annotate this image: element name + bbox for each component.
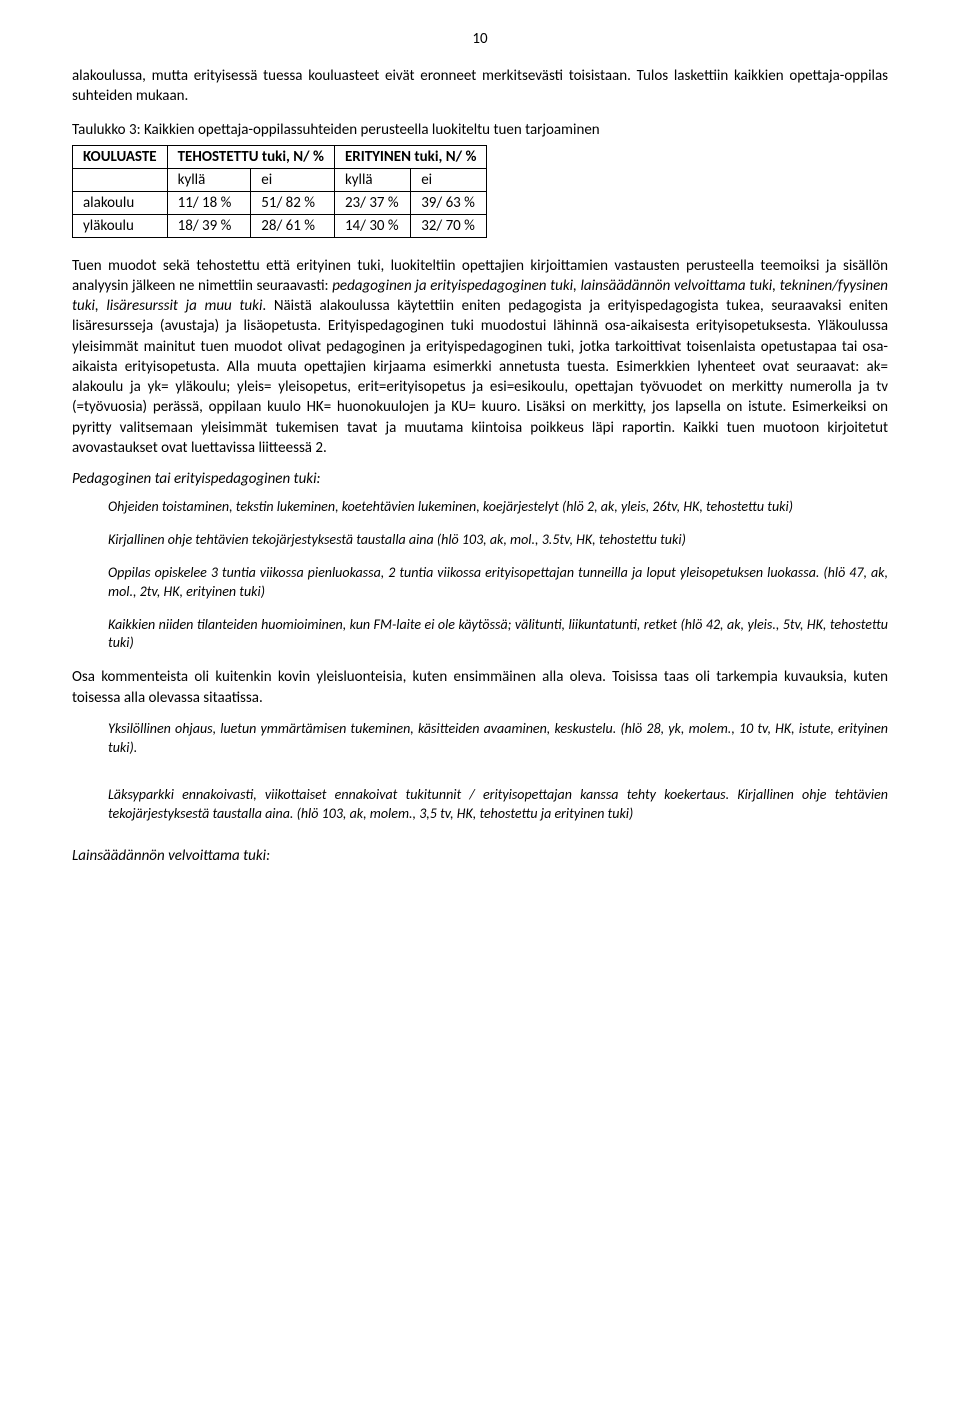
quote-block: Kirjallinen ohje tehtävien tekojärjestyk… — [108, 531, 888, 550]
document-page: 10 alakoulussa, mutta erityisessä tuessa… — [0, 0, 960, 1425]
quote-block: Läksyparkki ennakoivasti, viikottaiset e… — [108, 786, 888, 824]
quote-block: Ohjeiden toistaminen, tekstin lukeminen,… — [108, 498, 888, 517]
table-row: alakoulu 11/ 18 % 51/ 82 % 23/ 37 % 39/ … — [73, 191, 487, 214]
table-header-row: KOULUASTE TEHOSTETTU tuki, N/ % ERITYINE… — [73, 145, 487, 168]
quote-block: Kaikkien niiden tilanteiden huomioiminen… — [108, 616, 888, 654]
th-ei-1: ei — [251, 168, 335, 191]
cell: 23/ 37 % — [334, 191, 410, 214]
cell: 14/ 30 % — [334, 214, 410, 237]
cell: 28/ 61 % — [251, 214, 335, 237]
para-suffix: . Näistä alakoulussa käytettiin eniten p… — [72, 297, 888, 457]
cell: 11/ 18 % — [167, 191, 251, 214]
heading-lainsaadannon: Lainsäädännön velvoittama tuki: — [72, 847, 888, 865]
tuki-table: KOULUASTE TEHOSTETTU tuki, N/ % ERITYINE… — [72, 145, 487, 238]
cell: 32/ 70 % — [411, 214, 487, 237]
page-number: 10 — [72, 30, 888, 48]
main-paragraph: Tuen muodot sekä tehostettu että erityin… — [72, 256, 888, 459]
th-erityinen: ERITYINEN tuki, N/ % — [334, 145, 487, 168]
th-ei-2: ei — [411, 168, 487, 191]
intro-paragraph: alakoulussa, mutta erityisessä tuessa ko… — [72, 66, 888, 107]
cell: 18/ 39 % — [167, 214, 251, 237]
cell: 39/ 63 % — [411, 191, 487, 214]
th-empty — [73, 168, 168, 191]
heading-pedagoginen: Pedagoginen tai erityispedagoginen tuki: — [72, 470, 888, 488]
cell: 51/ 82 % — [251, 191, 335, 214]
th-kouluaste: KOULUASTE — [73, 145, 168, 168]
th-kylla-2: kyllä — [334, 168, 410, 191]
mid-paragraph: Osa kommenteista oli kuitenkin kovin yle… — [72, 667, 888, 708]
table-row: yläkoulu 18/ 39 % 28/ 61 % 14/ 30 % 32/ … — [73, 214, 487, 237]
row-label: alakoulu — [73, 191, 168, 214]
table-caption: Taulukko 3: Kaikkien opettaja-oppilassuh… — [72, 121, 888, 139]
quote-block: Yksilöllinen ohjaus, luetun ymmärtämisen… — [108, 720, 888, 758]
quote-block: Oppilas opiskelee 3 tuntia viikossa pien… — [108, 564, 888, 602]
row-label: yläkoulu — [73, 214, 168, 237]
th-kylla-1: kyllä — [167, 168, 251, 191]
th-tehostettu: TEHOSTETTU tuki, N/ % — [167, 145, 334, 168]
table-subheader-row: kyllä ei kyllä ei — [73, 168, 487, 191]
